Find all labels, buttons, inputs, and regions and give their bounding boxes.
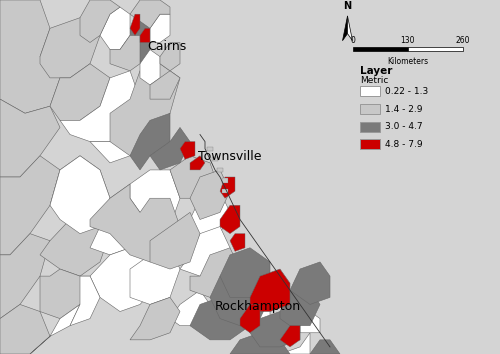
Polygon shape [120,21,150,64]
Text: 4.8 - 7.9: 4.8 - 7.9 [385,140,422,149]
Text: Metric: Metric [360,76,388,85]
Polygon shape [280,326,300,347]
Polygon shape [150,14,170,42]
Polygon shape [217,168,223,172]
Polygon shape [60,71,140,142]
Polygon shape [250,312,300,347]
Polygon shape [90,88,170,163]
Polygon shape [190,170,230,219]
Polygon shape [50,156,110,234]
Polygon shape [220,177,235,198]
Polygon shape [40,269,90,319]
Polygon shape [180,227,230,276]
Polygon shape [222,178,228,183]
Bar [360,104,380,114]
Polygon shape [160,42,180,71]
Polygon shape [140,28,150,42]
Polygon shape [170,290,210,326]
Polygon shape [280,290,320,326]
Polygon shape [222,189,228,193]
Polygon shape [130,14,140,35]
Polygon shape [212,157,218,161]
Text: Layer: Layer [360,66,392,76]
Polygon shape [40,18,100,78]
Text: 3.0 - 4.7: 3.0 - 4.7 [385,122,422,131]
Polygon shape [90,184,180,262]
Text: 0.22 - 1.3: 0.22 - 1.3 [385,87,428,96]
Polygon shape [130,170,180,227]
Polygon shape [50,156,110,219]
Polygon shape [40,219,110,276]
Polygon shape [220,248,270,297]
Polygon shape [80,0,120,42]
Text: 130: 130 [400,36,415,45]
Bar [352,47,408,51]
Polygon shape [190,248,240,297]
Bar [360,86,380,96]
Polygon shape [190,191,230,241]
Polygon shape [130,297,180,340]
Polygon shape [342,16,347,41]
Text: N: N [344,1,351,11]
Polygon shape [240,304,270,333]
Polygon shape [180,142,195,159]
Polygon shape [130,113,170,170]
Text: Townsville: Townsville [198,150,261,163]
Polygon shape [70,276,100,326]
Polygon shape [0,234,50,319]
Polygon shape [130,0,170,28]
Polygon shape [230,234,245,251]
Polygon shape [190,156,205,170]
Polygon shape [170,156,220,198]
Polygon shape [150,212,200,269]
Polygon shape [220,205,240,234]
Polygon shape [90,248,160,312]
Polygon shape [240,304,260,333]
Polygon shape [110,64,180,156]
Bar [360,122,380,132]
Text: 1.4 - 2.9: 1.4 - 2.9 [385,104,422,114]
Polygon shape [250,269,290,312]
Polygon shape [130,248,180,304]
Text: 260: 260 [455,36,469,45]
Polygon shape [140,50,160,85]
Polygon shape [150,71,180,99]
Polygon shape [280,333,310,354]
Polygon shape [0,156,60,255]
Polygon shape [207,147,213,151]
Polygon shape [190,297,250,340]
Polygon shape [348,16,352,41]
Polygon shape [150,127,190,170]
Polygon shape [300,312,320,333]
Text: Cairns: Cairns [148,40,187,52]
Polygon shape [50,64,110,120]
Polygon shape [210,269,270,326]
Bar [408,47,463,51]
Polygon shape [310,340,340,354]
Polygon shape [100,7,130,50]
Text: Rockhampton: Rockhampton [215,300,301,313]
Polygon shape [110,35,140,71]
Polygon shape [290,262,330,304]
Polygon shape [230,333,290,354]
Polygon shape [0,99,60,177]
Polygon shape [90,184,150,255]
Polygon shape [0,0,60,113]
Text: 0: 0 [350,36,355,45]
Polygon shape [0,304,50,354]
Bar [360,139,380,149]
Text: Kilometers: Kilometers [387,57,428,66]
Polygon shape [30,304,80,354]
